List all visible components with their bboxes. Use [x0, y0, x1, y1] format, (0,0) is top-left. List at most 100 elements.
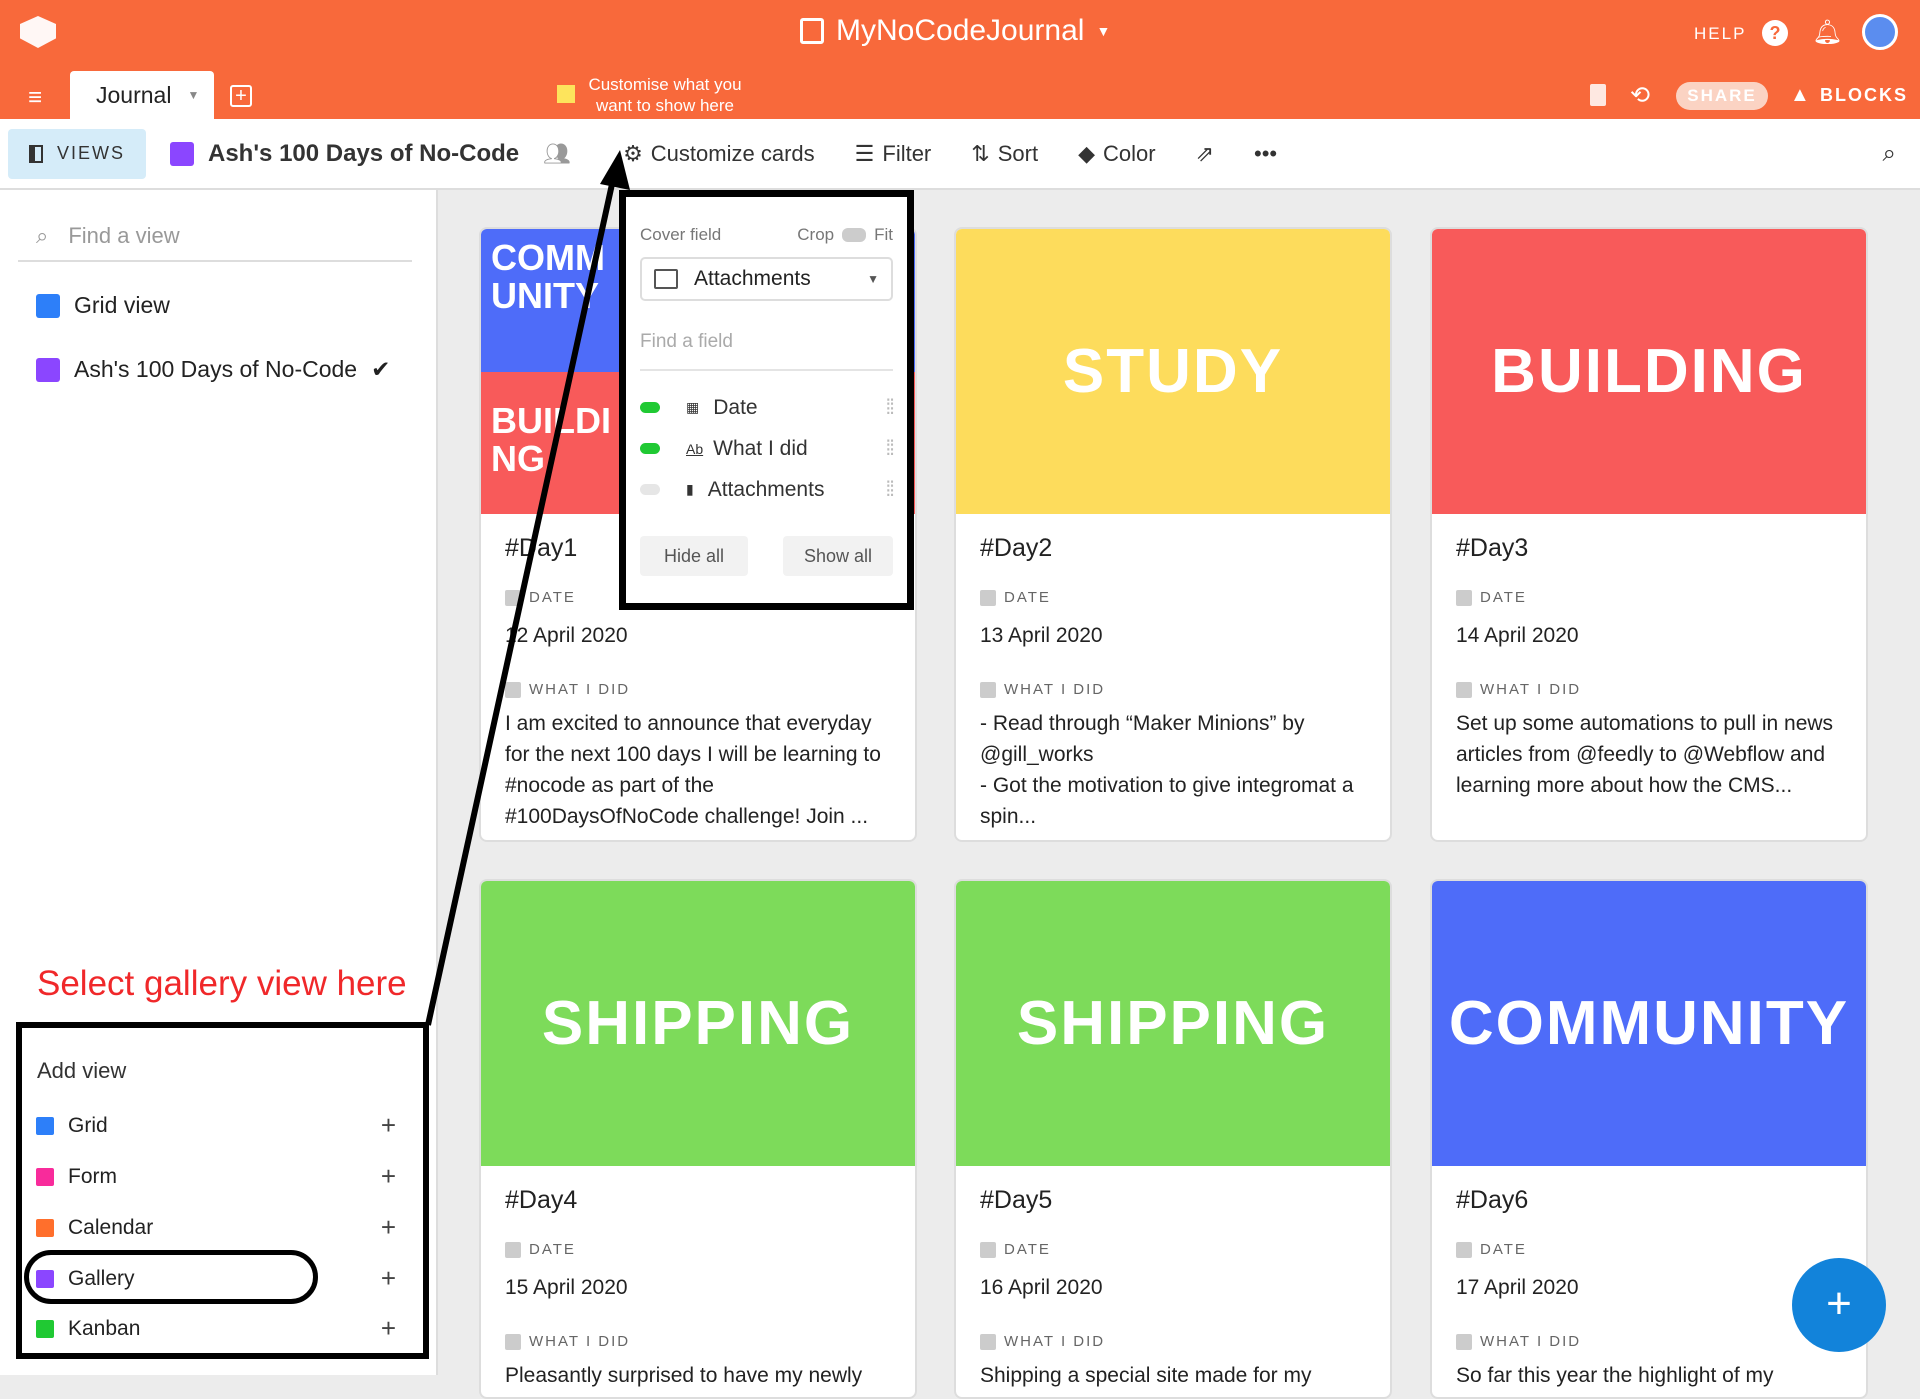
find-view-placeholder: Find a view	[68, 223, 180, 248]
find-view-input[interactable]: ⌕ Find a view	[18, 212, 412, 262]
views-button[interactable]: VIEWS	[8, 128, 146, 179]
cover-field-select[interactable]: Attachments ▼	[640, 257, 893, 301]
card-title: #Day6	[1456, 1186, 1529, 1214]
tab-journal[interactable]: Journal ▼	[70, 71, 214, 119]
cover-text: COMMUNITY	[1448, 989, 1850, 1058]
sidebar-item-gallery-view[interactable]: Ash's 100 Days of No-Code ✔	[36, 356, 390, 383]
gallery-card[interactable]: SHIPPING #Day5 DATE 16 April 2020 WHAT I…	[954, 879, 1392, 1399]
views-sidebar: ⌕ Find a view Grid view Ash's 100 Days o…	[0, 190, 438, 1375]
card-cover: SHIPPING	[481, 881, 915, 1166]
field-row-what-i-did[interactable]: Ab What I did ⁞⁞	[626, 428, 907, 469]
plus-icon[interactable]: +	[380, 1313, 396, 1343]
gallery-icon	[170, 141, 194, 166]
kanban-icon	[36, 1319, 54, 1338]
customize-label: Customize cards	[650, 140, 815, 166]
current-view[interactable]: Ash's 100 Days of No-Code	[170, 140, 519, 168]
filter-button[interactable]: ☰ Filter	[855, 141, 932, 167]
cover-text: BUILDING	[491, 400, 611, 479]
drag-handle-icon[interactable]: ⁞⁞	[885, 477, 895, 501]
sidebar-item-grid-view[interactable]: Grid view	[36, 292, 170, 319]
date-icon	[505, 1241, 521, 1258]
chevron-down-icon: ▼	[867, 272, 879, 286]
field-label: Date	[713, 395, 758, 419]
annotation-text: Select gallery view here	[37, 964, 407, 1003]
add-view-label: Gallery	[68, 1266, 135, 1290]
grid-icon	[36, 1116, 54, 1135]
field-label: DATE	[1480, 589, 1527, 606]
blocks-button[interactable]: BLOCKS	[1820, 85, 1908, 105]
avatar[interactable]	[1862, 14, 1898, 50]
add-record-button[interactable]: +	[1792, 1258, 1886, 1352]
filter-icon: ☰	[854, 140, 875, 166]
hide-all-button[interactable]: Hide all	[640, 536, 748, 576]
plus-icon[interactable]: +	[380, 1110, 396, 1140]
bell-icon[interactable]: 🔔︎	[1812, 19, 1843, 46]
chevron-down-icon: ▼	[1096, 23, 1111, 39]
show-all-button[interactable]: Show all	[783, 536, 893, 576]
add-view-form[interactable]: Form +	[36, 1161, 396, 1192]
date-value: 16 April 2020	[980, 1276, 1103, 1299]
toggle-on[interactable]	[640, 443, 660, 454]
date-value: 14 April 2020	[1456, 624, 1579, 647]
text-icon	[505, 681, 521, 698]
customize-cards-button[interactable]: ⚙ Customize cards	[623, 141, 815, 167]
crop-fit-toggle[interactable]	[842, 228, 867, 242]
more-icon[interactable]: •••	[1254, 140, 1278, 166]
base-title[interactable]: MyNoCodeJournal ▼	[800, 14, 1110, 48]
view-toolbar: VIEWS Ash's 100 Days of No-Code 👥︎ ⚙ Cust…	[0, 119, 1920, 190]
trash-icon[interactable]	[1590, 84, 1606, 106]
sidebar-icon	[28, 144, 43, 163]
share-button[interactable]: SHARE	[1676, 82, 1768, 110]
drag-handle-icon[interactable]: ⁞⁞	[885, 395, 895, 419]
add-view-calendar[interactable]: Calendar +	[36, 1212, 396, 1243]
date-value: 12 April 2020	[505, 624, 628, 647]
field-row-attachments[interactable]: ▮ Attachments ⁞⁞	[626, 469, 907, 510]
field-label: WHAT I DID	[529, 681, 631, 698]
card-title: #Day4	[505, 1186, 578, 1214]
add-table-icon[interactable]: +	[230, 85, 252, 107]
toggle-on[interactable]	[640, 402, 660, 413]
find-field-input[interactable]: Find a field	[640, 331, 893, 371]
top-bar: MyNoCodeJournal ▼ HELP ? 🔔︎ ≡ Journal ▼ …	[0, 0, 1920, 119]
share-view-icon[interactable]: ⇗	[1195, 140, 1214, 166]
cover-text: SHIPPING	[1016, 989, 1330, 1058]
help-icon[interactable]: ?	[1762, 20, 1788, 46]
gallery-card[interactable]: SHIPPING #Day4 DATE 15 April 2020 WHAT I…	[479, 879, 917, 1399]
add-view-label: Form	[68, 1164, 117, 1188]
plus-icon[interactable]: +	[380, 1161, 396, 1191]
fit-label: Fit	[874, 225, 893, 244]
drag-handle-icon[interactable]: ⁞⁞	[885, 436, 895, 460]
sort-button[interactable]: ⇅ Sort	[971, 141, 1038, 167]
collaborators-icon[interactable]: 👥︎	[543, 140, 572, 166]
gallery-icon	[36, 357, 60, 382]
field-label: WHAT I DID	[1480, 1333, 1582, 1350]
gallery-card[interactable]: STUDY #Day2 DATE 13 April 2020 WHAT I DI…	[954, 227, 1392, 842]
search-icon[interactable]: ⌕	[1882, 139, 1896, 167]
history-icon[interactable]: ⟲	[1630, 82, 1651, 109]
view-label: Ash's 100 Days of No-Code	[74, 356, 358, 382]
text-icon	[505, 1333, 521, 1350]
card-cover: STUDY	[956, 229, 1390, 514]
plus-icon[interactable]: +	[380, 1263, 396, 1293]
menu-icon[interactable]: ≡	[28, 84, 43, 111]
gallery-highlight-oval	[24, 1250, 318, 1304]
card-title: #Day5	[980, 1186, 1053, 1214]
blocks-icon[interactable]: ▲	[1790, 84, 1810, 106]
field-label: What I did	[713, 436, 808, 460]
gallery-card[interactable]: BUILDING #Day3 DATE 14 April 2020 WHAT I…	[1430, 227, 1868, 842]
add-view-kanban[interactable]: Kanban +	[36, 1313, 396, 1344]
card-title: #Day3	[1456, 534, 1529, 562]
add-view-grid[interactable]: Grid +	[36, 1110, 396, 1141]
text-icon	[980, 681, 996, 698]
add-view-label: Grid	[68, 1113, 108, 1137]
add-view-label: Calendar	[68, 1215, 154, 1239]
card-cover: COMMUNITY	[1432, 881, 1866, 1166]
toggle-off[interactable]	[640, 484, 660, 495]
color-button[interactable]: ◆ Color	[1078, 141, 1156, 167]
add-view-label: Kanban	[68, 1316, 141, 1340]
plus-icon[interactable]: +	[380, 1212, 396, 1242]
help-link[interactable]: HELP	[1694, 24, 1747, 43]
field-row-date[interactable]: ▦ Date ⁞⁞	[626, 387, 907, 428]
paint-bucket-icon: ◆	[1078, 140, 1095, 166]
tip-text: Customise what you want to show here	[588, 75, 742, 115]
